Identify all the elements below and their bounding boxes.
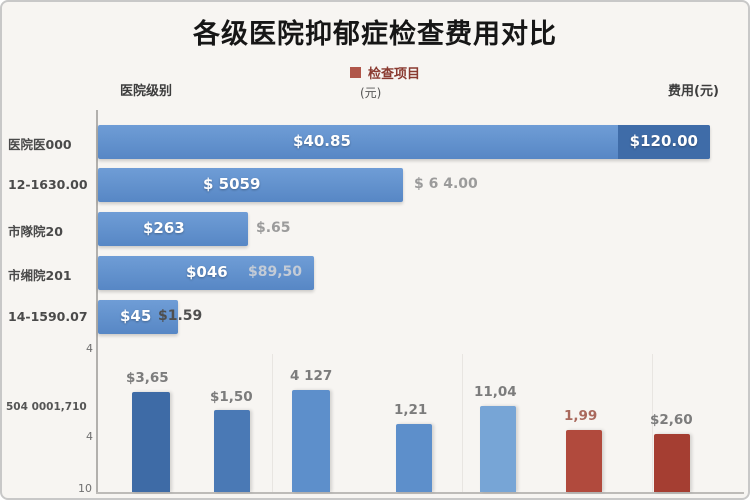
y-axis-header: 医院级别: [120, 84, 173, 99]
v-bar: [214, 410, 250, 492]
y-axis-line: [96, 110, 98, 494]
legend-swatch: [350, 67, 361, 78]
bar-value-outside: $ 6 4.00: [414, 176, 478, 192]
category-label: 14-1590.07: [8, 309, 88, 324]
axis-tick: 504 0001,710: [6, 401, 87, 413]
axis-tick: 4: [86, 342, 93, 355]
axis-tick: 10: [78, 482, 92, 495]
v-bar-value: $2,60: [650, 412, 693, 428]
v-bar-value: 4 127: [290, 368, 333, 384]
category-label: 医院医000: [8, 137, 72, 152]
h-bar: $40.85 $120.00: [98, 125, 710, 159]
bar-value: $263: [143, 219, 185, 237]
category-label: 12-1630.00: [8, 177, 88, 192]
v-bar: [132, 392, 170, 492]
category-label: 市隊院20: [8, 224, 63, 239]
bar-value: $046: [186, 263, 228, 281]
bar-value-outside: $1.59: [158, 308, 203, 324]
gridline: [652, 354, 653, 492]
x-axis-header: 费用(元): [668, 84, 719, 99]
v-bar-value: $1,50: [210, 389, 253, 405]
bar-value: $45: [120, 307, 152, 325]
v-bar: [396, 424, 432, 492]
bar-value: $ 5059: [203, 175, 261, 193]
v-bar: [292, 390, 330, 492]
v-bar-value: 11,04: [474, 384, 517, 400]
h-bar: $263: [98, 212, 248, 246]
h-bar: $046 $89,50: [98, 256, 314, 290]
gridline: [272, 354, 273, 492]
x-axis-line: [96, 492, 744, 494]
axis-tick: 4: [86, 430, 93, 443]
bar-value: $120.00: [629, 132, 698, 150]
bar-value-outside: $.65: [256, 220, 291, 236]
v-bar: [566, 430, 602, 492]
bar-value: $40.85: [293, 132, 351, 150]
h-bar: $ 5059: [98, 168, 403, 202]
v-bar-value: $3,65: [126, 370, 169, 386]
v-bar: [654, 434, 690, 492]
gridline: [462, 354, 463, 492]
v-bar-value: 1,99: [564, 408, 598, 424]
h-bar: $45: [98, 300, 178, 334]
bar-value: $89,50: [248, 264, 303, 280]
v-bar-value: 1,21: [394, 402, 428, 418]
v-bar: [480, 406, 516, 492]
chart-title: 各级医院抑郁症检查费用对比: [193, 19, 557, 50]
category-label: 市缃院201: [8, 268, 72, 283]
h-bar-dark-segment: [618, 125, 710, 159]
legend-label: 检查项目: [368, 67, 421, 82]
legend-unit: (元): [360, 86, 382, 100]
